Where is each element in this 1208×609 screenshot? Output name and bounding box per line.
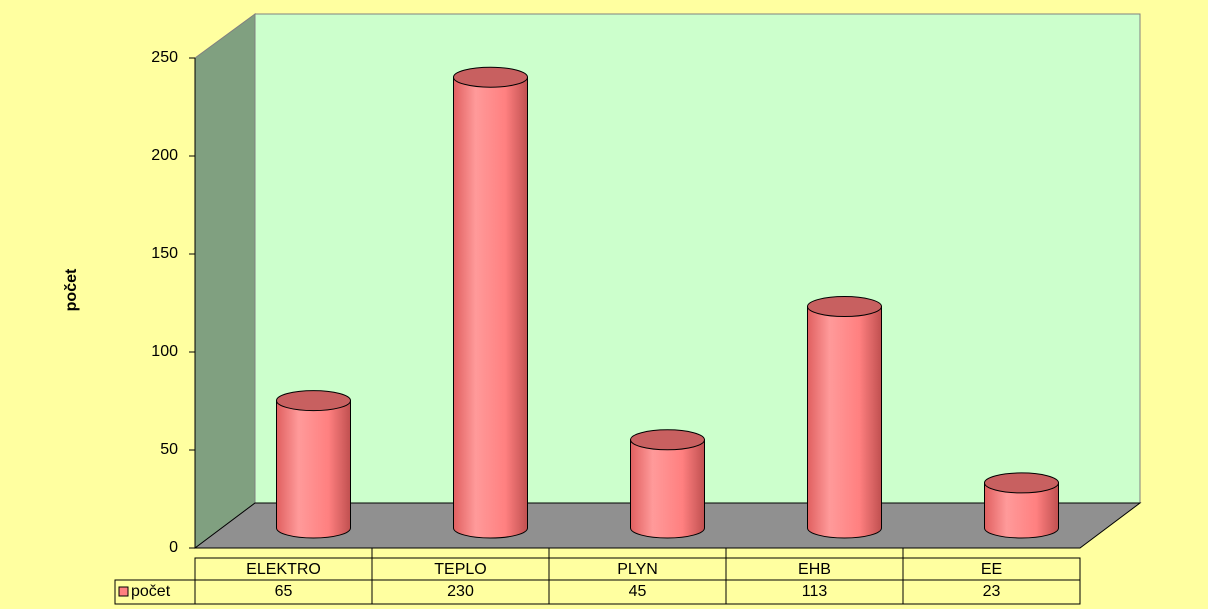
x-tick-label: TEPLO xyxy=(434,561,486,578)
y-axis-title: počet xyxy=(63,268,80,311)
x-tick-label: PLYN xyxy=(617,561,658,578)
table-value: 230 xyxy=(447,583,474,600)
y-tick-label: 250 xyxy=(151,49,178,66)
x-tick-label: EHB xyxy=(798,561,831,578)
y-tick-label: 0 xyxy=(169,539,178,556)
bar-top xyxy=(984,472,1059,494)
legend-swatch xyxy=(118,586,129,597)
bar xyxy=(807,306,882,539)
bar-top xyxy=(807,296,882,318)
table-value: 113 xyxy=(802,583,828,600)
x-tick-label: EE xyxy=(981,561,1002,578)
table-value: 65 xyxy=(275,583,293,600)
x-tick-label: ELEKTRO xyxy=(246,561,321,578)
bar-top xyxy=(453,66,528,88)
y-tick-label: 50 xyxy=(160,441,178,458)
side-wall xyxy=(194,13,256,549)
legend-label: počet xyxy=(131,583,171,600)
table-value: 45 xyxy=(629,583,647,600)
y-tick-label: 150 xyxy=(151,245,178,262)
bar xyxy=(984,482,1059,539)
y-tick-label: 200 xyxy=(151,147,178,164)
table-frame xyxy=(194,557,1081,605)
bar-top xyxy=(630,429,705,451)
y-tick-label: 100 xyxy=(151,343,178,360)
bar xyxy=(630,439,705,539)
bar-top xyxy=(276,390,351,412)
bar xyxy=(453,76,528,539)
table-value: 23 xyxy=(983,583,1001,600)
bar xyxy=(276,400,351,539)
back-wall xyxy=(254,13,1141,504)
